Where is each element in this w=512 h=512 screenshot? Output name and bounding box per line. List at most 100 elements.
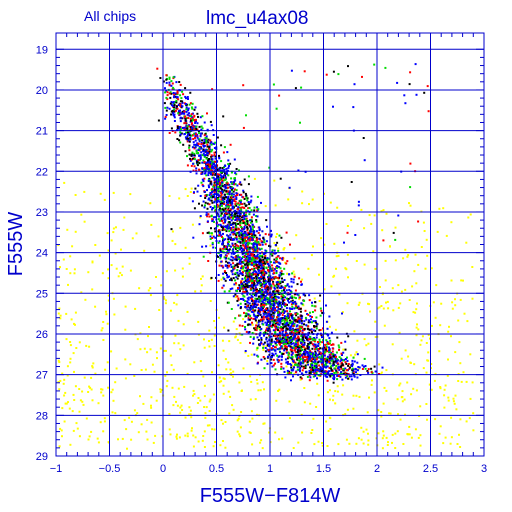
blue-star-point	[239, 193, 241, 196]
blue-star-point	[278, 262, 281, 265]
red-star-point	[270, 293, 272, 296]
green-star-point	[265, 332, 268, 335]
field-star-point	[360, 426, 363, 429]
black-star-point	[309, 371, 312, 374]
black-star-point	[236, 265, 239, 268]
green-star-point	[201, 127, 204, 130]
blue-star-point	[284, 376, 287, 379]
blue-star-point	[196, 142, 199, 145]
black-star-point	[245, 314, 248, 317]
blue-star-point	[297, 347, 300, 350]
blue-star-point	[292, 278, 295, 281]
field-star-point	[67, 401, 69, 404]
blue-star-point	[277, 355, 280, 358]
black-star-point	[244, 275, 247, 278]
green-star-point	[214, 141, 217, 144]
green-star-point	[301, 349, 304, 351]
red-star-point	[270, 325, 273, 327]
field-star-point	[376, 307, 379, 310]
black-star-point	[347, 377, 350, 380]
black-star-point	[222, 197, 225, 200]
blue-star-point	[238, 286, 241, 289]
blue-star-point	[224, 215, 227, 218]
red-star-point	[347, 363, 350, 365]
field-star-point	[218, 381, 221, 384]
field-star-point	[431, 324, 433, 327]
field-star-point	[413, 363, 416, 366]
black-star-point	[239, 220, 242, 223]
field-star-point	[426, 254, 429, 257]
blue-star-point	[233, 158, 236, 161]
red-star-point	[276, 339, 279, 342]
black-star-point	[300, 319, 303, 322]
blue-star-point	[282, 367, 285, 370]
red-star-point	[232, 244, 235, 247]
red-star-point	[290, 330, 293, 333]
green-star-point	[195, 150, 198, 153]
blue-star-point	[251, 238, 254, 241]
blue-star-point	[256, 206, 259, 209]
green-star-point	[287, 351, 290, 354]
black-star-point	[234, 264, 237, 267]
blue-star-point	[263, 285, 266, 288]
green-star-point	[211, 241, 214, 244]
field-star-point	[124, 328, 127, 331]
field-star-point	[277, 247, 280, 250]
field-star-point	[434, 418, 437, 421]
blue-star-point	[238, 233, 241, 236]
blue-star-point	[264, 312, 267, 315]
black-star-point	[263, 331, 266, 334]
field-star-point	[81, 400, 84, 403]
field-star-point	[450, 279, 453, 282]
red-star-point	[270, 318, 273, 321]
green-star-point	[219, 257, 222, 260]
green-star-point	[338, 346, 341, 349]
field-star-point	[411, 285, 414, 288]
black-star-point	[300, 314, 303, 317]
field-star-point	[133, 409, 136, 412]
red-star-point	[234, 256, 237, 259]
red-star-point	[246, 229, 249, 232]
red-star-point	[218, 234, 221, 237]
blue-star-point	[262, 299, 265, 301]
blue-star-point	[213, 170, 216, 173]
blue-star-point	[201, 178, 204, 181]
field-star-point	[381, 447, 384, 450]
red-star-point	[232, 228, 235, 231]
field-star-point	[427, 351, 430, 354]
black-star-point	[232, 221, 235, 224]
red-star-point	[310, 330, 313, 333]
red-star-point	[222, 247, 225, 250]
green-star-point	[318, 356, 321, 359]
black-star-point	[258, 326, 261, 329]
black-star-point	[314, 301, 317, 304]
field-star-point	[346, 408, 349, 411]
red-star-point	[326, 342, 329, 345]
blue-star-point	[226, 234, 229, 237]
field-star-point	[57, 244, 60, 247]
black-star-point	[223, 198, 226, 201]
field-star-point	[335, 255, 338, 258]
blue-star-point	[235, 198, 238, 200]
red-star-point	[254, 273, 257, 276]
red-star-point	[239, 236, 242, 239]
field-star-point	[443, 394, 446, 397]
blue-star-point	[270, 269, 273, 272]
red-star-point	[206, 150, 209, 153]
field-star-point	[234, 336, 237, 339]
black-star-point	[270, 313, 273, 316]
red-star-point	[249, 274, 252, 277]
green-star-point	[209, 238, 212, 240]
red-star-point	[251, 248, 254, 251]
black-star-point	[306, 327, 309, 330]
red-star-point	[320, 309, 323, 312]
red-star-point	[301, 331, 304, 334]
black-star-point	[196, 112, 199, 115]
blue-star-point	[226, 224, 229, 227]
green-star-point	[321, 356, 324, 359]
blue-star-point	[261, 320, 264, 323]
blue-star-point	[244, 320, 247, 323]
red-star-point	[250, 268, 253, 271]
field-star-point	[446, 374, 449, 377]
field-star-point	[72, 393, 75, 396]
